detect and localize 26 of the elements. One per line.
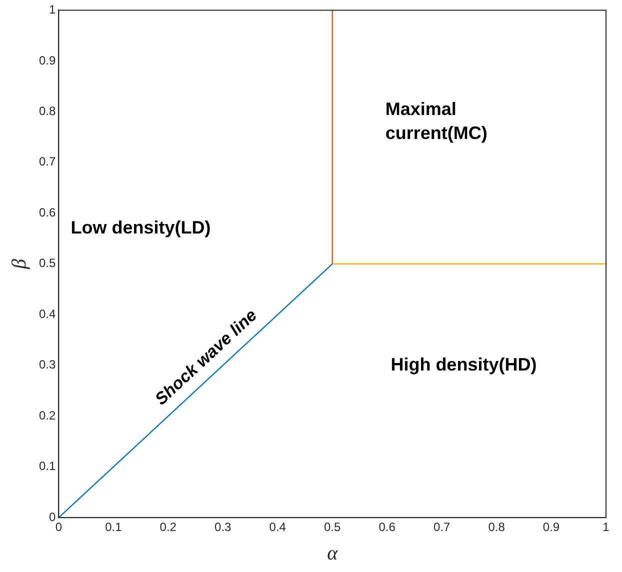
x-tick-label: 0.7 <box>433 520 450 534</box>
x-tick-label: 0.1 <box>105 520 122 534</box>
x-tick-label: 1 <box>602 520 610 534</box>
y-tick-label: 0.6 <box>38 205 56 220</box>
x-tick-label: 0.8 <box>488 520 506 534</box>
y-tick-label: 0.1 <box>38 459 56 474</box>
annotation: High density(HD) <box>390 354 537 374</box>
y-tick-label: 0.3 <box>38 358 56 372</box>
y-axis-title: β <box>8 258 30 270</box>
x-tick-label: 0.5 <box>324 520 342 534</box>
x-tick-label: 0.2 <box>160 520 177 534</box>
y-tick-label: 0.7 <box>38 154 56 169</box>
x-tick-label: 0.6 <box>378 520 396 534</box>
y-tick-label: 0.8 <box>38 104 56 118</box>
annotation: Maximal current(MC) <box>385 98 488 143</box>
x-tick-label: 0.4 <box>269 520 286 534</box>
y-tick-label: 0 <box>48 510 56 524</box>
x-axis-title: α <box>327 542 338 564</box>
y-tick-label: 0.5 <box>38 256 56 270</box>
y-tick-label: 0.9 <box>38 53 56 68</box>
annotation: Low density(LD) <box>70 217 211 238</box>
x-tick-label: 0.9 <box>542 520 560 534</box>
y-tick-label: 0.2 <box>38 408 56 422</box>
y-tick-label: 0.4 <box>38 306 56 321</box>
y-tick-label: 1 <box>48 2 56 17</box>
x-tick-label: 0.3 <box>214 520 232 534</box>
